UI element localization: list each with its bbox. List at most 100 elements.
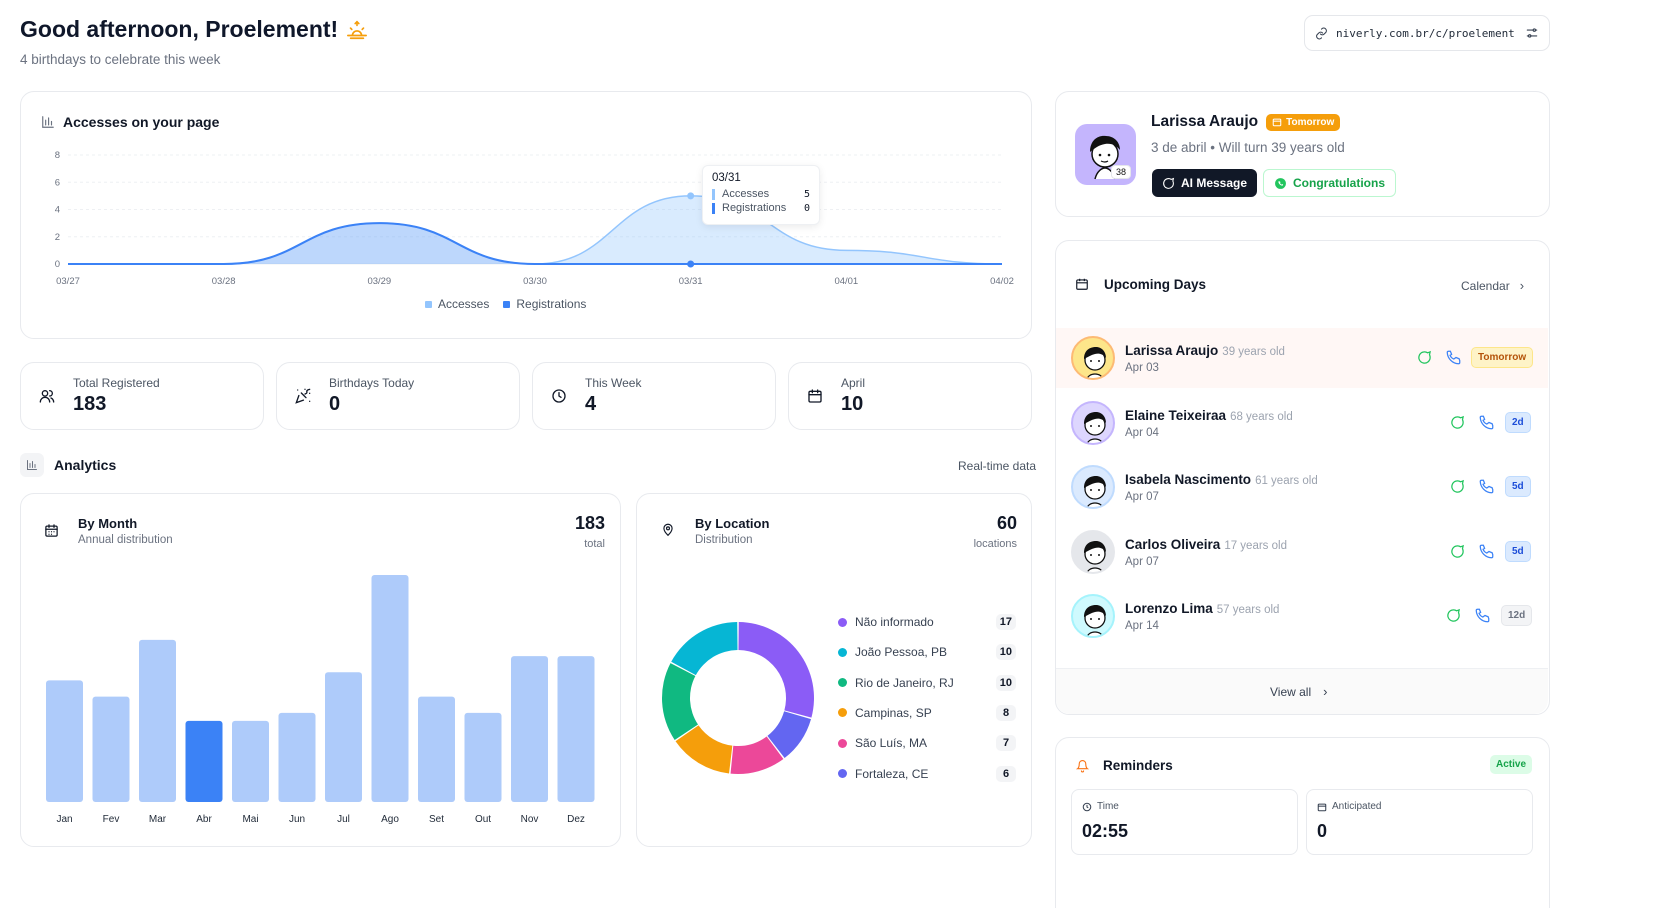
phone-icon[interactable] bbox=[1479, 544, 1494, 559]
tooltip-accesses-value: 5 bbox=[803, 188, 810, 200]
message-circle-icon[interactable] bbox=[1450, 544, 1465, 559]
featured-details: 3 de abril • Will turn 39 years old bbox=[1151, 140, 1345, 155]
phone-icon[interactable] bbox=[1475, 608, 1490, 623]
upcoming-days-card bbox=[1055, 240, 1550, 715]
donut-slice-3 bbox=[675, 725, 733, 774]
bar-mar bbox=[139, 639, 176, 802]
tooltip-accesses-swatch bbox=[712, 188, 715, 200]
avatar[interactable] bbox=[1071, 400, 1115, 445]
settings-sliders-icon[interactable] bbox=[1525, 26, 1539, 40]
bar-out bbox=[464, 712, 502, 802]
by-month-title: By Month bbox=[78, 516, 138, 531]
legend-dot bbox=[838, 769, 847, 778]
location-count: 8 bbox=[996, 704, 1016, 721]
location-count: 10 bbox=[995, 644, 1016, 661]
phone-icon[interactable] bbox=[1479, 479, 1494, 494]
greeting-title: Good afternoon, Proelement! bbox=[20, 16, 368, 43]
upcoming-item[interactable]: Elaine Teixeiraa 68 years old Apr 04 2d bbox=[1056, 400, 1548, 459]
legend-dot bbox=[838, 617, 847, 627]
party-popper-icon bbox=[295, 388, 311, 404]
greeting-subtitle: 4 birthdays to celebrate this week bbox=[20, 52, 221, 67]
upcoming-date: Apr 07 bbox=[1125, 555, 1159, 568]
reminder-anticipated-value: 0 bbox=[1317, 821, 1328, 841]
upcoming-title: Upcoming Days bbox=[1104, 277, 1207, 292]
avatar[interactable] bbox=[1071, 465, 1115, 509]
month-label: Fev bbox=[103, 814, 120, 825]
bar-chart-icon bbox=[42, 116, 54, 128]
reminder-time-value: 02:55 bbox=[1082, 821, 1129, 841]
message-circle-icon[interactable] bbox=[1446, 608, 1461, 623]
legend-registrations[interactable]: Registrations bbox=[503, 297, 586, 311]
page-url-box[interactable]: niverly.com.br/c/proelement bbox=[1304, 15, 1550, 51]
by-month-bar-chart: Jan Fev Mar Abr Mai Jun Jul Ago Set Out Nov Dez bbox=[46, 575, 595, 825]
map-pin-icon bbox=[663, 523, 673, 537]
x-tick-label: 03/31 bbox=[679, 276, 703, 287]
bar-jun bbox=[278, 712, 316, 802]
reminders-title: Reminders bbox=[1103, 758, 1173, 773]
calendar-icon bbox=[808, 389, 822, 403]
month-label: Abr bbox=[196, 814, 212, 825]
avatar[interactable] bbox=[1071, 594, 1115, 638]
tooltip-registrations-value: 0 bbox=[803, 202, 810, 214]
message-circle-icon[interactable] bbox=[1450, 479, 1465, 494]
month-label: Jun bbox=[289, 814, 305, 825]
chevron-right-icon: › bbox=[1323, 684, 1328, 699]
analytics-icon-wrap bbox=[20, 453, 44, 477]
view-all-footer bbox=[1056, 668, 1548, 714]
upcoming-item[interactable]: Lorenzo Lima 57 years old Apr 14 12d bbox=[1056, 594, 1548, 652]
reminder-anticipated-box[interactable]: Anticipated 0 bbox=[1306, 789, 1533, 855]
location-count: 10 bbox=[995, 674, 1016, 691]
location-item: Fortaleza, CE 6 bbox=[838, 765, 1016, 782]
avatar-illustration bbox=[1084, 540, 1106, 572]
phone-icon[interactable] bbox=[1446, 350, 1461, 365]
phone-icon[interactable] bbox=[1479, 415, 1494, 430]
tooltip-date: 03/31 bbox=[712, 172, 741, 184]
clock-icon bbox=[1082, 802, 1092, 811]
tomorrow-badge: Tomorrow bbox=[1266, 113, 1341, 131]
congratulations-button[interactable]: Congratulations bbox=[1263, 169, 1396, 197]
avatar[interactable] bbox=[1071, 336, 1115, 380]
by-location-total-label: locations bbox=[973, 538, 1017, 550]
upcoming-age: 57 years old bbox=[1216, 604, 1280, 616]
y-tick-label: 8 bbox=[55, 150, 60, 161]
page-url: niverly.com.br/c/proelement bbox=[1336, 26, 1515, 40]
chart-tooltip: 03/31 Accesses 5 Registrations 0 bbox=[702, 165, 820, 225]
legend-accesses[interactable]: Accesses bbox=[425, 297, 489, 311]
month-label: Nov bbox=[521, 814, 539, 825]
stat-april: April 10 bbox=[788, 362, 1032, 430]
avatar-illustration bbox=[1084, 411, 1106, 443]
x-tick-label: 03/27 bbox=[56, 276, 80, 287]
upcoming-item[interactable]: Isabela Nascimento 61 years old Apr 07 5d bbox=[1056, 465, 1548, 523]
ai-message-button[interactable]: AI Message bbox=[1152, 169, 1258, 197]
chevron-right-icon: › bbox=[1519, 278, 1525, 293]
realtime-label: Real-time data bbox=[958, 459, 1037, 473]
days-until-chip: 5d bbox=[1505, 476, 1531, 497]
location-name: Campinas, SP bbox=[855, 705, 932, 720]
message-circle-icon bbox=[1163, 177, 1175, 189]
tooltip-registrations-label: Registrations bbox=[722, 202, 787, 214]
upcoming-item[interactable]: Carlos Oliveira 17 years old Apr 07 5d bbox=[1056, 529, 1548, 588]
donut-slice-1 bbox=[671, 622, 738, 676]
clock-icon bbox=[552, 389, 566, 403]
legend-dot bbox=[838, 678, 847, 688]
reminder-time-box[interactable]: Time 02:55 bbox=[1071, 789, 1298, 855]
tooltip-registrations-swatch bbox=[712, 202, 715, 214]
y-tick-label: 6 bbox=[55, 177, 60, 188]
donut-slice-4 bbox=[730, 736, 784, 774]
calendar-link[interactable]: Calendar › bbox=[1461, 278, 1524, 293]
users-icon bbox=[39, 390, 55, 403]
message-circle-icon[interactable] bbox=[1417, 350, 1432, 365]
upcoming-date: Apr 14 bbox=[1125, 620, 1159, 632]
message-circle-icon[interactable] bbox=[1450, 415, 1465, 430]
reminder-anticipated-label: Anticipated bbox=[1332, 801, 1382, 812]
upcoming-item[interactable]: Larissa Araujo 39 years old Apr 03 Tomorr… bbox=[1056, 336, 1548, 394]
avatar[interactable] bbox=[1071, 529, 1115, 574]
analytics-title: Analytics bbox=[54, 457, 117, 473]
bar-dez bbox=[557, 656, 595, 802]
view-all-link[interactable]: View all › bbox=[1270, 684, 1327, 699]
upcoming-age: 68 years old bbox=[1230, 410, 1293, 423]
avatar-illustration bbox=[1084, 476, 1106, 507]
stat-label: April bbox=[841, 376, 866, 390]
legend-dot bbox=[838, 647, 847, 657]
upcoming-name: Lorenzo Lima 57 years old bbox=[1125, 601, 1280, 616]
